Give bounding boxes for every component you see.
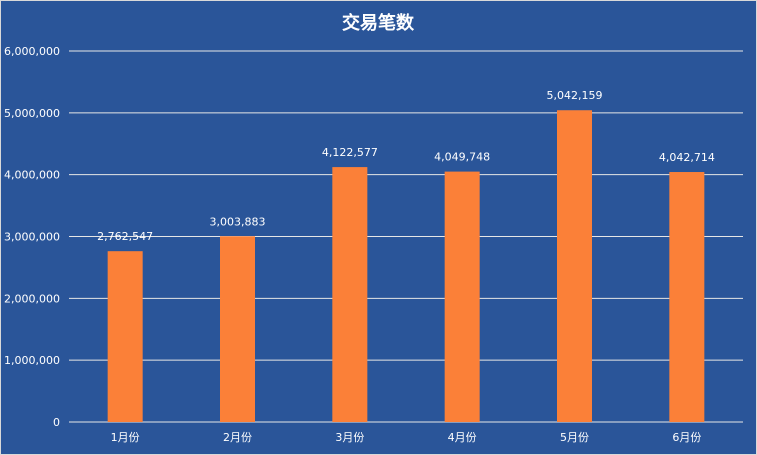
bar	[220, 236, 255, 422]
data-labels: 2,762,547 3,003,883 4,122,577 4,049,748 5,04…	[97, 89, 715, 243]
data-label: 5,042,159	[547, 89, 603, 102]
data-label: 2,762,547	[97, 230, 153, 243]
y-tick-label: 6,000,000	[4, 45, 60, 58]
x-tick-label: 1月份	[111, 431, 140, 444]
bars	[107, 110, 705, 422]
y-axis-ticks: 0 1,000,000 2,000,000 3,000,000 4,000,000 5,0…	[4, 45, 60, 429]
x-tick-label: 2月份	[223, 431, 252, 444]
bar	[107, 251, 143, 422]
x-tick-label: 3月份	[335, 431, 364, 444]
gridlines	[69, 50, 743, 423]
bar	[444, 171, 480, 422]
data-label: 4,042,714	[659, 151, 715, 164]
data-label: 4,049,748	[434, 151, 490, 164]
y-tick-label: 1,000,000	[4, 354, 60, 367]
x-tick-label: 5月份	[560, 431, 589, 444]
bar	[332, 167, 368, 422]
bar	[669, 172, 705, 422]
y-tick-label: 0	[53, 416, 60, 429]
data-label: 4,122,577	[322, 146, 378, 159]
chart-title: 交易笔数	[342, 12, 415, 34]
y-tick-label: 5,000,000	[4, 107, 60, 120]
y-tick-label: 4,000,000	[4, 169, 60, 182]
x-tick-label: 4月份	[448, 431, 477, 444]
y-tick-label: 2,000,000	[4, 292, 60, 305]
data-label: 3,003,883	[210, 215, 266, 228]
x-tick-label: 6月份	[672, 431, 701, 444]
x-axis-ticks: 1月份 2月份 3月份 4月份 5月份 6月份	[111, 431, 702, 444]
bar	[557, 110, 592, 422]
y-tick-label: 3,000,000	[4, 231, 60, 244]
